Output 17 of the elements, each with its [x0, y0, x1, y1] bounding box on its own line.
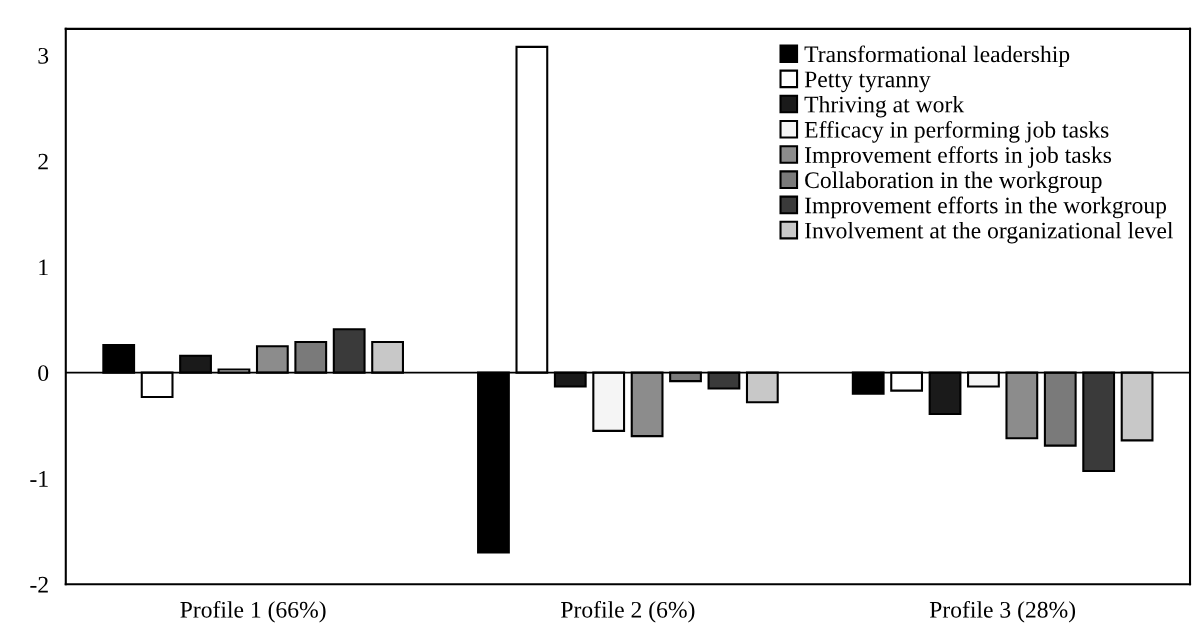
legend-label: Improvement efforts in the workgroup — [804, 196, 1167, 219]
legend-label: Efficacy in performing job tasks — [804, 120, 1109, 143]
y-tick-label: 1 — [39, 259, 48, 276]
x-tick-label: Profile 1 (66%) — [180, 600, 326, 623]
legend-label: Involvement at the organizational level — [804, 221, 1174, 244]
x-tick-label: Profile 3 (28%) — [929, 600, 1076, 623]
legend-label: Collaboration in the workgroup — [805, 171, 1102, 194]
y-tick-label: -1 — [30, 471, 48, 487]
y-tick-label: 3 — [38, 47, 49, 64]
legend-label: Thriving at work — [804, 95, 965, 118]
legend-label: Transformational leadership — [804, 45, 1070, 68]
y-tick-label: 0 — [38, 365, 49, 382]
y-tick-label: 2 — [38, 153, 48, 170]
x-tick-label: Profile 2 (6%) — [561, 600, 695, 623]
legend-label: Petty tyranny — [804, 71, 931, 93]
y-tick-label: -2 — [30, 576, 48, 593]
legend-label: Improvement efforts in job tasks — [804, 146, 1112, 168]
